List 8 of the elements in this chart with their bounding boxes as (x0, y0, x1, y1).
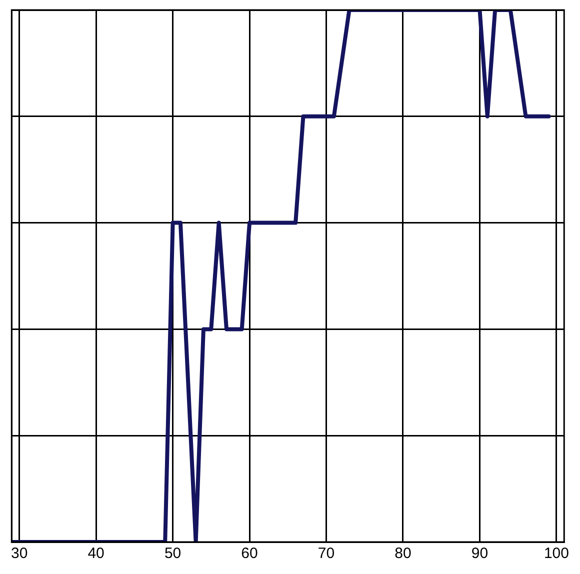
x-tick-label: 80 (394, 545, 412, 562)
x-tick-label: 70 (318, 545, 335, 562)
x-tick-label: 60 (241, 545, 258, 562)
x-tick-label: 100 (544, 545, 569, 562)
x-tick-label: 90 (471, 545, 488, 562)
x-tick-label: 30 (10, 545, 28, 562)
x-tick-label: 50 (164, 545, 182, 562)
x-tick-label: 40 (88, 545, 104, 562)
